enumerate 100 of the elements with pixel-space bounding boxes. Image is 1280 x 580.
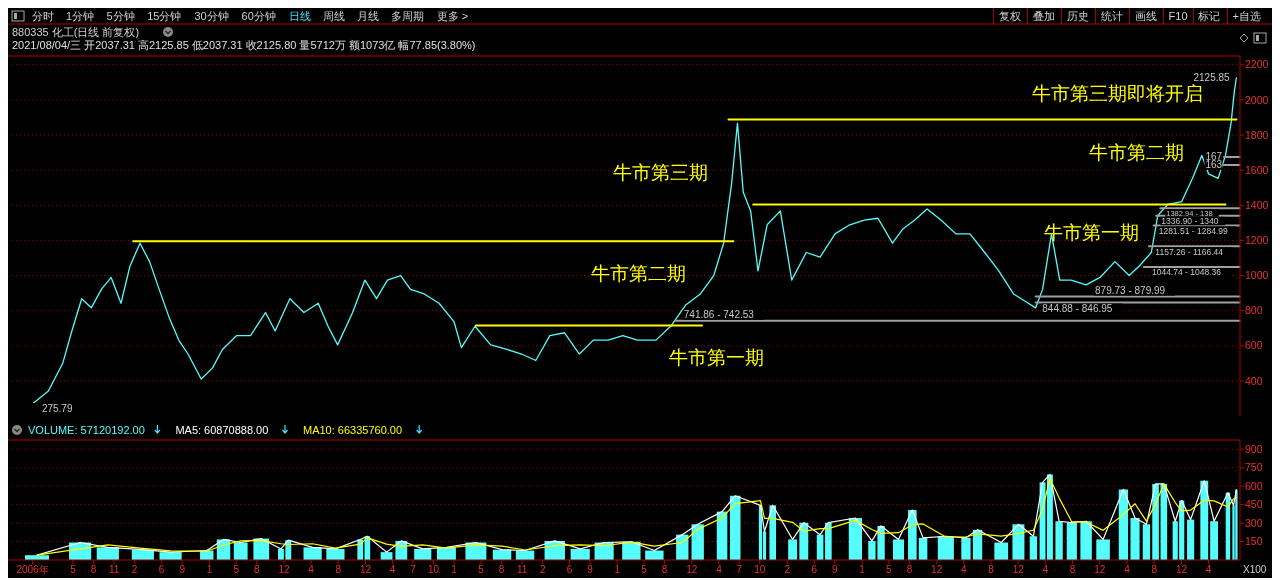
- annotation: 牛市第三期即将开启: [1031, 83, 1203, 105]
- x-tick-label: 1: [451, 564, 458, 575]
- bar: [1210, 521, 1219, 560]
- bar: [1130, 518, 1140, 560]
- x-tick-label: 4: [960, 564, 967, 575]
- y-tick-label: 600: [1245, 479, 1263, 492]
- text: 标记: [1197, 10, 1221, 22]
- y-tick-label: 1400: [1245, 198, 1269, 211]
- y-tick-label: 300: [1245, 516, 1263, 529]
- text: 叠加: [1032, 10, 1055, 22]
- annotation: 牛市第二期: [590, 263, 686, 285]
- bar: [1012, 524, 1025, 560]
- text: 日线: [288, 10, 311, 22]
- text: 月线: [356, 10, 379, 22]
- x-tick-label: 12: [1094, 564, 1106, 575]
- bar: [1080, 521, 1092, 560]
- x-tick-label: 5: [886, 564, 893, 575]
- y-tick-label: 1000: [1245, 269, 1269, 282]
- annotation: 275.79: [41, 403, 73, 415]
- x-tick-label: 4: [1124, 564, 1131, 575]
- text: 复权: [998, 10, 1021, 22]
- x-tick-label: 4: [1042, 564, 1049, 575]
- x-tick-label: 8: [1069, 564, 1076, 575]
- x-tick-label: 2: [131, 564, 138, 575]
- text: 1分钟: [66, 10, 95, 22]
- y-tick-label: 1200: [1245, 234, 1269, 247]
- y-tick-label: 800: [1245, 304, 1263, 317]
- x-tick-label: 12: [1175, 564, 1188, 575]
- x-tick-label: 1: [614, 564, 621, 575]
- x-tick-label: 12: [360, 564, 372, 575]
- x-tick-label: 12: [686, 564, 698, 575]
- x-tick-label: 8: [906, 564, 913, 575]
- y-tick-label: 1800: [1245, 128, 1269, 141]
- x-tick-label: 8: [498, 564, 505, 575]
- bar: [1066, 522, 1077, 560]
- annotation: 741.86 - 742.53: [683, 309, 755, 321]
- x-tick-label: 1: [206, 564, 213, 575]
- x-tick-label: 6: [811, 564, 818, 575]
- y-axis-title: X100: [1243, 564, 1267, 575]
- annotation: 牛市第三期: [612, 161, 708, 183]
- annotation: 1044.74 - 1048.36: [1151, 267, 1222, 278]
- y-tick-label: 2200: [1245, 58, 1269, 71]
- text: 880335 化工(日线 前复权): [12, 26, 140, 38]
- x-tick-label: 5: [70, 564, 77, 575]
- text: 周线: [322, 10, 345, 22]
- x-tick-label: 7: [736, 564, 743, 575]
- x-tick-label: 7: [410, 564, 417, 575]
- annotation: 879.73 - 879.99: [1095, 285, 1166, 297]
- y-tick-label: 2000: [1245, 93, 1269, 106]
- x-tick-label: 8: [335, 564, 342, 575]
- annotation: 1157.26 - 1166.44: [1155, 246, 1224, 257]
- annotation: 牛市第二期: [1089, 141, 1185, 163]
- bar: [892, 539, 905, 560]
- y-tick-label: 900: [1245, 442, 1263, 455]
- x-tick-label: 2: [539, 564, 546, 575]
- text: 2021/08/04/三 开2037.31 高2125.85 低2037.31 收2125.80 量5712万 额1073亿 幅77.85(3.80%): [12, 39, 476, 51]
- text: 分时: [32, 10, 54, 22]
- text: 15分钟: [147, 10, 182, 22]
- x-tick-label: 2006年: [16, 564, 49, 575]
- x-tick-label: 6: [158, 564, 165, 575]
- x-tick-label: 8: [988, 564, 995, 575]
- x-tick-label: 4: [1205, 564, 1212, 575]
- text: 多周期: [390, 10, 424, 22]
- text: 画线: [1134, 10, 1157, 22]
- x-tick-label: 12: [278, 564, 291, 575]
- x-tick-label: 11: [516, 564, 528, 575]
- bar: [1142, 524, 1151, 560]
- x-tick-label: 8: [254, 564, 261, 575]
- x-tick-label: 10: [754, 564, 766, 575]
- y-tick-label: 450: [1245, 498, 1263, 511]
- annotation: 167: [1205, 151, 1223, 163]
- y-tick-label: 750: [1245, 461, 1263, 474]
- x-tick-label: 5: [641, 564, 648, 575]
- bar: [908, 510, 917, 560]
- text: 更多 >: [436, 10, 469, 22]
- x-tick-label: 8: [90, 564, 97, 575]
- annotation: 844.88 - 846.95: [1042, 303, 1113, 315]
- bar: [961, 537, 971, 560]
- annotation: 2125.85: [1193, 72, 1231, 84]
- x-tick-label: 4: [308, 564, 315, 575]
- x-tick-label: 10: [427, 564, 440, 575]
- annotation: 牛市第一期: [669, 346, 765, 368]
- x-tick-label: 4: [389, 564, 396, 575]
- x-tick-label: 12: [1012, 564, 1025, 575]
- annotation: 牛市第一期: [1043, 222, 1139, 244]
- x-tick-label: 5: [478, 564, 485, 575]
- x-tick-label: 8: [1151, 564, 1158, 575]
- x-tick-label: 11: [108, 564, 120, 575]
- x-tick-label: 6: [566, 564, 573, 575]
- annotation: 163: [1205, 159, 1223, 171]
- text: VOLUME: 57120192.00: [28, 424, 145, 436]
- bar: [1200, 480, 1209, 560]
- x-tick-label: 12: [931, 564, 943, 575]
- x-tick-label: 1: [859, 564, 866, 575]
- text: 5分钟: [106, 10, 135, 22]
- text: +自选: [1232, 10, 1261, 22]
- text: MA10: 66335760.00: [303, 424, 403, 436]
- x-tick-label: 5: [233, 564, 240, 575]
- text: F10: [1168, 10, 1188, 22]
- bar: [1029, 536, 1038, 560]
